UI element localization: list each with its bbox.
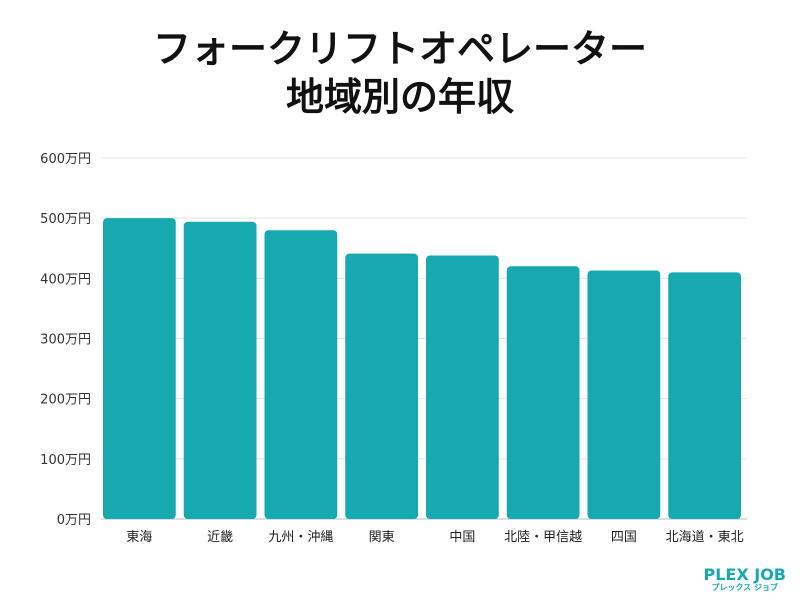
logo-main-text: PLEX JOB (703, 565, 786, 584)
x-tick-label: 北陸・甲信越 (504, 529, 582, 545)
bar (264, 230, 338, 519)
y-tick-label: 0万円 (57, 513, 91, 528)
chart-title-line-1: フォークリフトオペレーター (152, 27, 647, 71)
y-tick-label: 200万円 (40, 393, 91, 408)
x-tick-label: 四国 (611, 530, 637, 545)
bar (506, 266, 580, 519)
x-tick-label: 東海 (126, 529, 152, 545)
bar (668, 272, 741, 519)
bar (183, 221, 257, 519)
y-tick-label: 100万円 (40, 453, 91, 468)
bar (587, 270, 661, 519)
x-tick-label: 関東 (369, 529, 395, 545)
bar (345, 253, 418, 520)
logo-sub-text: プレックス ジョブ (711, 583, 779, 592)
x-tick-label: 中国 (449, 530, 475, 545)
y-tick-label: 600万円 (40, 152, 91, 167)
x-tick-label: 九州・沖縄 (268, 530, 333, 545)
bar (103, 218, 176, 519)
x-tick-label: 北海道・東北 (666, 529, 744, 545)
y-tick-label: 500万円 (40, 212, 91, 227)
chart-title-line-2: 地域別の年収 (285, 75, 514, 119)
y-tick-label: 400万円 (40, 272, 91, 287)
x-tick-label: 近畿 (207, 530, 233, 545)
plexjob-logo: PLEX JOB プレックス ジョブ (703, 566, 786, 593)
bar (426, 255, 499, 519)
y-tick-label: 300万円 (40, 333, 91, 348)
